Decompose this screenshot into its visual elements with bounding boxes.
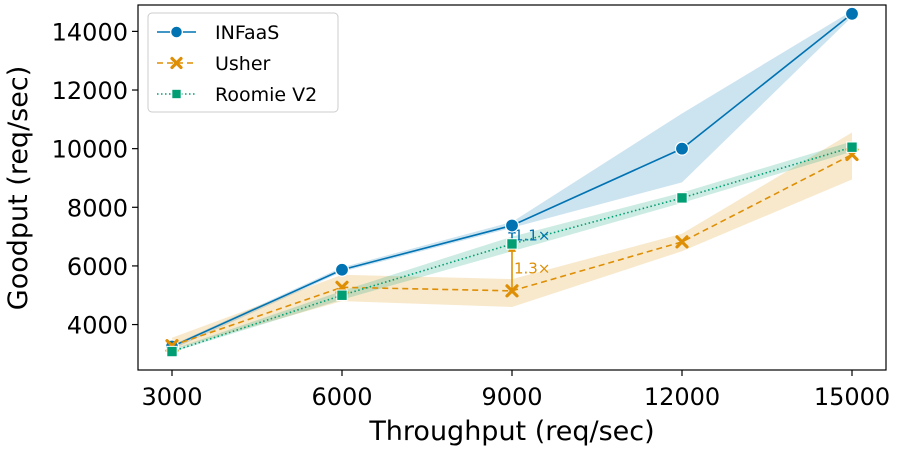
legend-item-infaas: INFaaS <box>157 22 279 44</box>
point-infaas-6000 <box>334 262 350 277</box>
annotation-label-1: 1.1× <box>514 227 550 245</box>
y-tick-label-10000: 10000 <box>52 136 128 164</box>
x-axis: 3000 6000 9000 12000 15000 <box>141 370 890 411</box>
y-tick-label-4000: 4000 <box>67 312 128 340</box>
y-axis-label: Goodput (req/sec) <box>3 66 34 310</box>
point-usher-12000 <box>675 235 689 249</box>
y-tick-label-14000: 14000 <box>52 18 128 46</box>
legend-marker-infaas <box>170 25 183 39</box>
legend-item-usher: Usher <box>157 53 271 75</box>
series-markers <box>164 6 860 358</box>
legend-label-roomie-v2: Roomie V2 <box>215 84 317 106</box>
y-tick-label-12000: 12000 <box>52 77 128 105</box>
legend-box <box>147 12 339 113</box>
y-tick-label-8000: 8000 <box>67 194 128 222</box>
legend-label-infaas: INFaaS <box>215 22 279 44</box>
legend-label-usher: Usher <box>215 53 271 75</box>
point-infaas-9000 <box>504 218 520 233</box>
legend-marker-usher <box>170 56 183 70</box>
x-tick-label-6000: 6000 <box>311 383 372 411</box>
point-usher-9000 <box>505 284 519 298</box>
point-usher-12000-stroke-b <box>675 235 689 249</box>
x-tick-label-9000: 9000 <box>481 383 542 411</box>
y-axis: 4000 6000 8000 10000 12000 14000 <box>52 18 138 340</box>
line-usher <box>171 153 853 347</box>
point-roomie-v2-15000 <box>846 141 858 153</box>
x-tick-label-3000: 3000 <box>141 383 202 411</box>
legend-marker-usher-stroke-b <box>170 56 183 70</box>
point-roomie-v2-6000 <box>336 289 348 301</box>
legend: INFaaS Usher Roomie V2 <box>147 12 339 113</box>
point-roomie-v2-9000 <box>506 238 518 250</box>
x-axis-label: Throughput (req/sec) <box>368 416 654 447</box>
annotation-label-2: 1.3× <box>514 259 550 277</box>
point-usher-9000-stroke-b <box>505 284 519 298</box>
point-roomie-v2-12000 <box>676 192 688 204</box>
point-roomie-v2-3000 <box>166 345 178 358</box>
x-tick-label-12000: 12000 <box>644 383 720 411</box>
legend-marker-roomie-v2 <box>171 88 182 100</box>
legend-item-roomie-v2: Roomie V2 <box>157 84 317 106</box>
x-tick-label-15000: 15000 <box>814 383 890 411</box>
point-infaas-12000 <box>674 141 690 156</box>
point-infaas-15000 <box>844 6 860 21</box>
y-tick-label-6000: 6000 <box>67 253 128 281</box>
